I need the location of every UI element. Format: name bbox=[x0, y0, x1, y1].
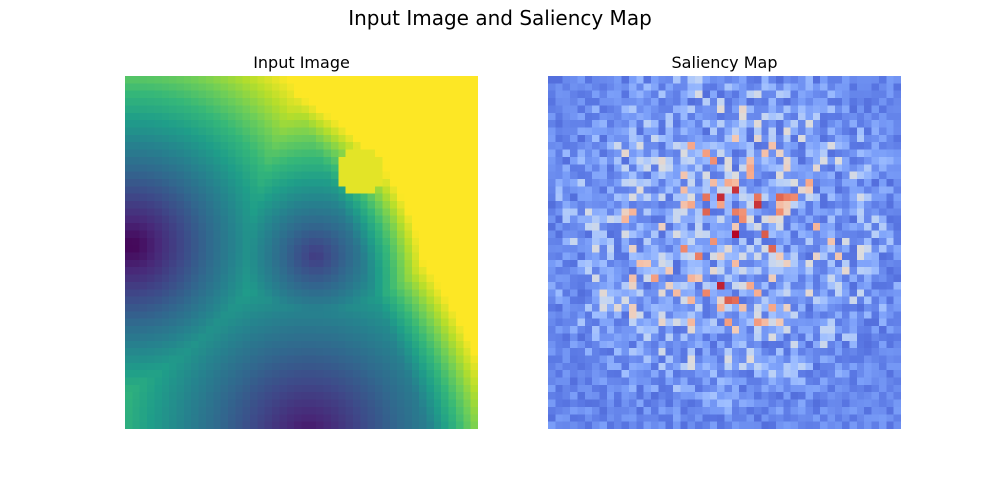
input-image-heatmap bbox=[125, 76, 478, 429]
figure-title: Input Image and Saliency Map bbox=[348, 6, 652, 30]
saliency-map-heatmap bbox=[548, 76, 901, 429]
saliency-map-title: Saliency Map bbox=[671, 53, 778, 72]
input-image-title: Input Image bbox=[253, 53, 350, 72]
